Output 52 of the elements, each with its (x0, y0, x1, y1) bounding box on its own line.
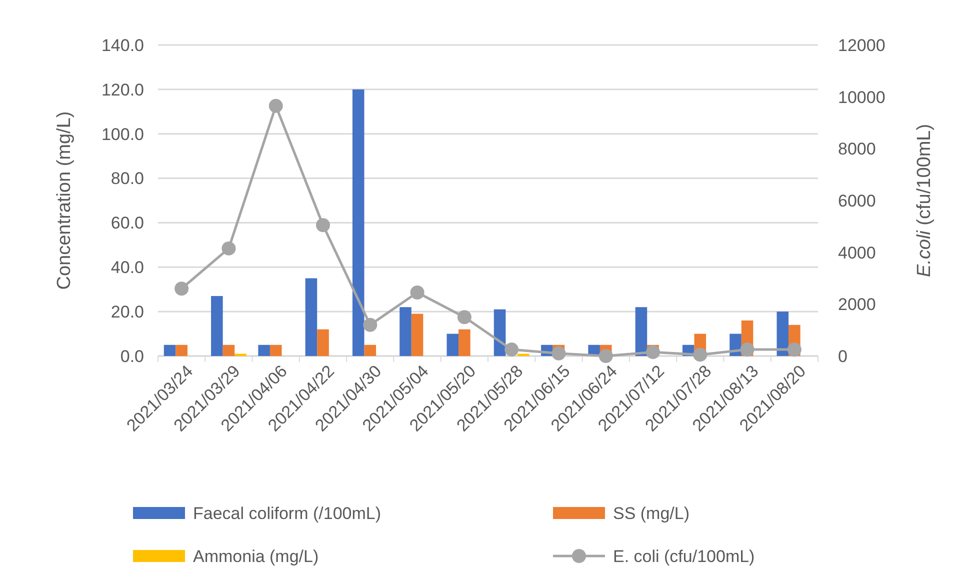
point (740, 342, 754, 357)
y2-tick-label: 2000 (838, 295, 876, 314)
bar (635, 307, 648, 356)
point (598, 349, 613, 363)
legend-label: Faecal coliform (/100mL) (193, 504, 382, 523)
bar (352, 89, 364, 356)
y-tick-label: 140.0 (101, 36, 144, 55)
point (504, 342, 519, 357)
y2-tick-label: 8000 (838, 140, 876, 159)
bar (258, 344, 270, 356)
point (410, 286, 424, 300)
point (222, 241, 236, 256)
bar (211, 296, 223, 356)
bar (176, 344, 188, 356)
bar (364, 344, 376, 356)
y-tick-label: 40.0 (110, 258, 144, 278)
y2-tick-label: 10000 (838, 88, 886, 107)
y-tick-label: 0.0 (120, 346, 144, 366)
bar (776, 312, 789, 356)
bar (270, 344, 282, 356)
bar (305, 278, 318, 356)
legend-label: E. coli (cfu/100mL) (613, 546, 755, 566)
y-tick-label: 120.0 (101, 80, 144, 100)
point (174, 282, 189, 296)
bar (494, 309, 506, 356)
y2-tick-label: 4000 (838, 243, 876, 262)
y2-tick-label: 6000 (838, 191, 876, 210)
legend-label: SS (mg/L) (613, 504, 690, 523)
point (787, 342, 802, 357)
y-tick-label: 80.0 (110, 169, 144, 188)
bar (164, 344, 176, 356)
legend-label: Ammonia (mg/L) (193, 546, 319, 566)
y-tick-label: 20.0 (110, 302, 144, 322)
point (552, 346, 566, 360)
y-tick-label: 60.0 (110, 214, 144, 233)
point (316, 218, 330, 232)
point (363, 318, 378, 332)
point (457, 310, 472, 324)
bar (446, 334, 459, 356)
point (646, 345, 660, 360)
bar (411, 314, 424, 356)
point (693, 348, 708, 362)
y2-tick-label: 12000 (838, 36, 886, 55)
y2-axis-title: E.coli (cfu/100mL) (914, 124, 935, 278)
bar (458, 329, 470, 356)
point (268, 98, 283, 113)
bar (317, 329, 329, 356)
y-axis-title: Concentration (mg/L) (54, 111, 75, 290)
y2-tick-label: 0 (838, 346, 848, 366)
bar (400, 307, 412, 356)
y-tick-label: 100.0 (101, 124, 144, 144)
bar (222, 344, 235, 356)
